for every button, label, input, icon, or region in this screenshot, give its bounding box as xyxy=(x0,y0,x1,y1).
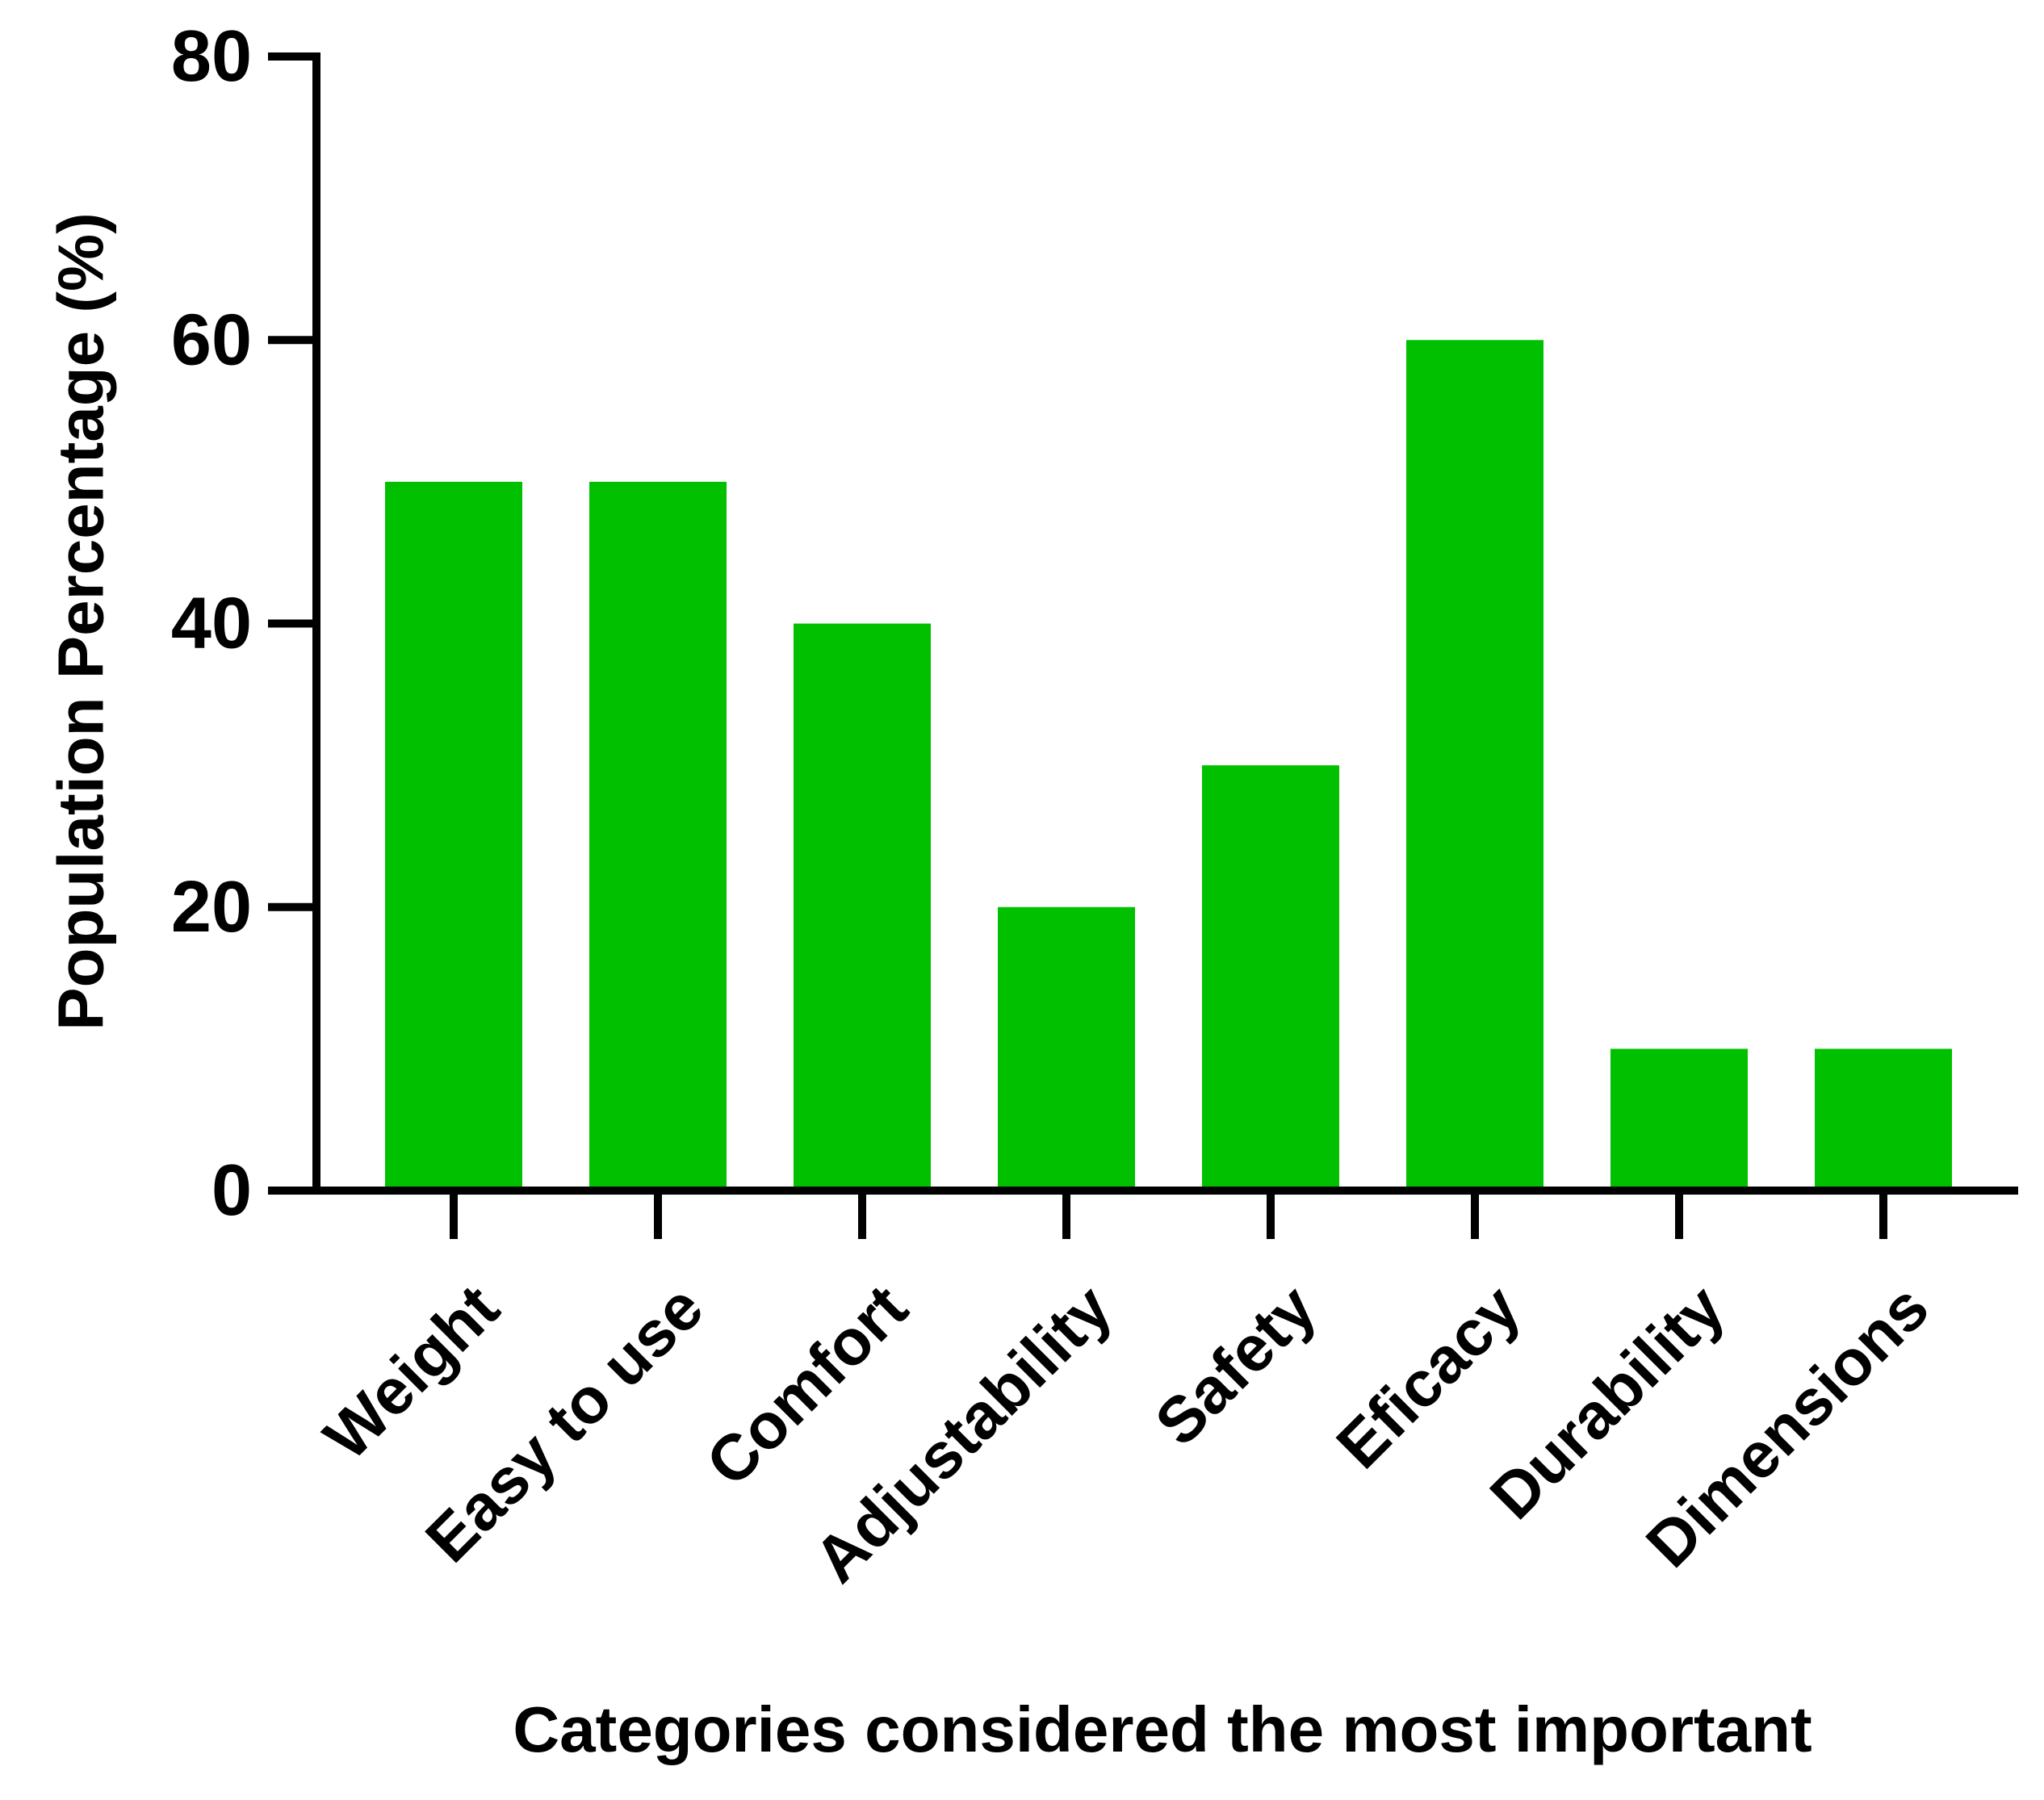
x-tick-label: Safety xyxy=(1141,1270,1330,1459)
bar-eficacy xyxy=(1406,340,1543,1191)
bar-weight xyxy=(385,481,522,1191)
bar-easy-to-use xyxy=(589,481,727,1191)
axes xyxy=(268,52,2018,1239)
y-tick-label: 40 xyxy=(171,584,252,664)
bar-durability xyxy=(1610,1049,1748,1191)
bar-comfort xyxy=(794,623,931,1191)
y-tick-label: 80 xyxy=(171,16,252,97)
y-tick-label: 60 xyxy=(171,299,252,380)
bar-safety xyxy=(1202,765,1339,1191)
x-axis-title: Categories considered the most important xyxy=(513,1693,1812,1765)
x-tick-label: Eficacy xyxy=(1323,1270,1534,1481)
bar-adjustability xyxy=(998,906,1135,1191)
y-tick-label: 0 xyxy=(212,1150,252,1231)
x-tick-label: Weight xyxy=(310,1271,512,1473)
y-axis-title: Population Percentage (%) xyxy=(45,212,117,1030)
bars xyxy=(385,340,1952,1191)
y-tick-label: 20 xyxy=(171,867,252,948)
bar-dimensions xyxy=(1815,1049,1952,1191)
